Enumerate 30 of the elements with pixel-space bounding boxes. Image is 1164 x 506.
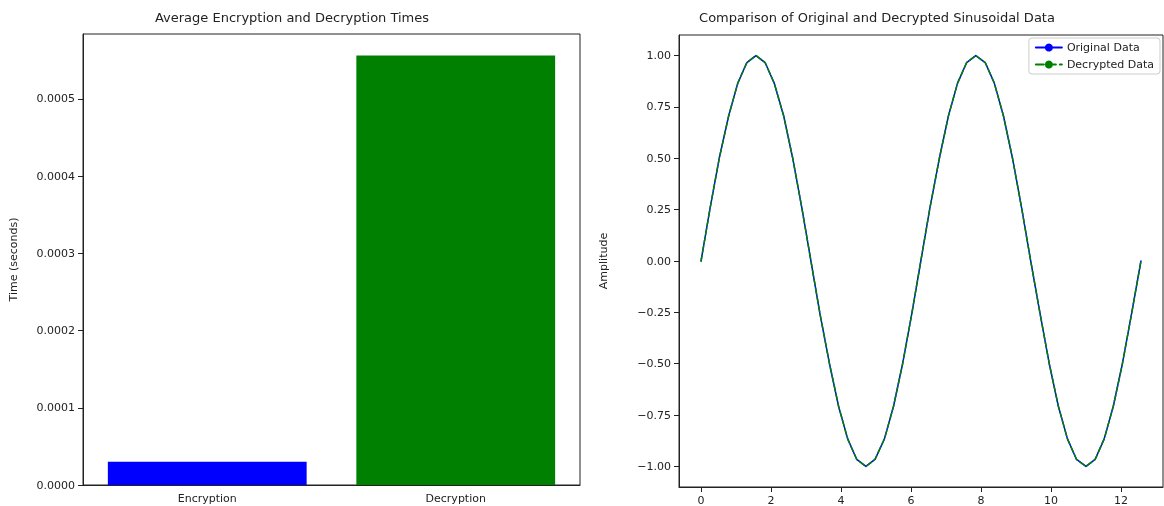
y-tick-label: 0.0004	[36, 169, 75, 183]
x-tick-label: Encryption	[177, 492, 237, 505]
chart-title: Comparison of Original and Decrypted Sinusoidal Data	[699, 10, 1055, 25]
y-tick-label: 0.50	[646, 151, 671, 165]
legend-label: Original Data	[1066, 41, 1140, 54]
x-tick-label: 10	[1044, 494, 1059, 506]
x-tick-label: 6	[907, 494, 915, 506]
x-tick-label: 4	[837, 494, 845, 506]
x-tick-label: 0	[697, 494, 705, 506]
x-tick-label: 8	[977, 494, 985, 506]
y-tick-label: −1.00	[637, 459, 671, 473]
y-tick-label: 0.0001	[36, 401, 75, 415]
y-tick-label: 0.0003	[36, 246, 75, 260]
y-tick-label: 0.0005	[36, 92, 75, 106]
y-tick-label: −0.25	[637, 305, 671, 319]
y-tick-label: 0.00	[646, 254, 671, 268]
y-axis-title: Amplitude	[597, 232, 610, 290]
y-tick-label: 0.0002	[36, 324, 75, 338]
y-tick-label: 0.25	[646, 203, 671, 217]
y-tick-label: 0.75	[646, 100, 671, 114]
y-axis-title: Time (seconds)	[7, 217, 20, 303]
y-tick-label: 0.0000	[36, 478, 75, 492]
y-tick-label: −0.50	[637, 357, 671, 371]
x-tick-label: Decryption	[425, 492, 486, 505]
x-tick-label: 12	[1114, 494, 1128, 506]
chart-title: Average Encryption and Decryption Times	[154, 10, 430, 25]
x-tick-label: 2	[767, 494, 775, 506]
y-tick-label: 1.00	[646, 49, 671, 63]
legend-label: Decrypted Data	[1066, 58, 1154, 71]
y-tick-label: −0.75	[637, 408, 671, 422]
